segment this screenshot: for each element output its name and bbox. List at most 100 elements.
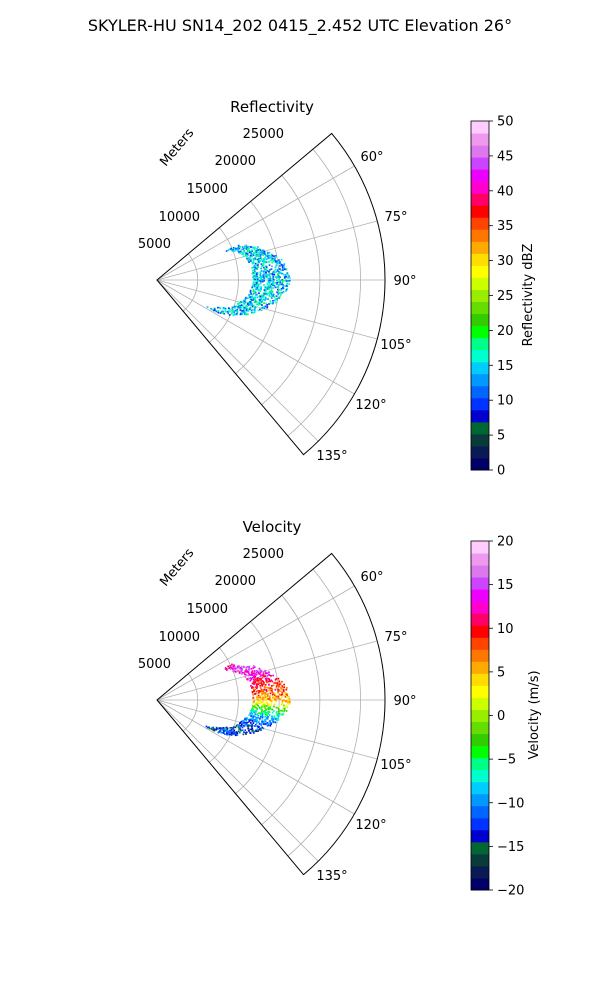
reflectivity-gate (266, 293, 269, 296)
velocity-gate (252, 701, 254, 704)
velocity-gate (241, 722, 243, 724)
velocity-gate (264, 705, 266, 707)
velocity-gate (230, 667, 232, 669)
reflectivity-gate (259, 249, 262, 252)
reflectivity-gate (287, 277, 289, 279)
velocity-gate (286, 706, 289, 709)
velocity-gate (224, 667, 227, 669)
reflectivity-gate (261, 279, 264, 281)
velocity-gate (238, 672, 241, 674)
reflectivity-gate (266, 258, 268, 261)
velocity-gate (273, 703, 276, 706)
reflectivity-gate (285, 290, 287, 292)
reflectivity-gate (271, 291, 274, 294)
reflectivity-gate (253, 247, 255, 250)
reflectivity-sector-outline (156, 132, 386, 456)
velocity-gate (281, 709, 283, 712)
reflectivity-gate (268, 288, 270, 290)
velocity-gate (285, 692, 287, 695)
velocity-grid-arc (261, 595, 321, 826)
velocity-gate (253, 666, 256, 668)
reflectivity-gate (279, 294, 282, 296)
velocity-gate (261, 697, 264, 699)
reflectivity-gate (269, 302, 272, 304)
velocity-gate (277, 719, 280, 721)
reflectivity-gate (206, 306, 209, 308)
reflectivity-gate (264, 267, 266, 270)
velocity-gate (262, 680, 264, 683)
velocity-gate (254, 725, 256, 727)
reflectivity-gate (253, 297, 256, 299)
reflectivity-gate (279, 261, 281, 263)
reflectivity-gate (263, 276, 265, 279)
reflectivity-gate (274, 269, 277, 271)
velocity-gate (264, 704, 267, 706)
velocity-gate (264, 675, 266, 677)
velocity-gate (241, 729, 244, 732)
velocity-gate (281, 699, 284, 702)
velocity-gate (224, 733, 226, 735)
reflectivity-gate (225, 310, 228, 313)
reflectivity-gate (267, 292, 269, 295)
velocity-colorbar-swatch (471, 553, 489, 566)
velocity-gate (252, 718, 254, 721)
reflectivity-gate (256, 264, 258, 267)
reflectivity-colorbar-swatch (471, 289, 489, 303)
reflectivity-gate (257, 249, 260, 251)
velocity-gate (235, 725, 238, 727)
reflectivity-colorbar-swatch (471, 337, 489, 351)
velocity-gate (289, 702, 291, 705)
velocity-gate (275, 712, 278, 714)
velocity-gate (277, 717, 279, 720)
reflectivity-gate (254, 278, 257, 281)
velocity-gate (263, 698, 266, 700)
velocity-gate (261, 685, 264, 687)
velocity-gate (270, 704, 273, 707)
velocity-gate (254, 688, 257, 691)
reflectivity-gate (250, 309, 253, 312)
reflectivity-gate (276, 270, 279, 272)
reflectivity-gate (265, 261, 268, 263)
velocity-gate (250, 728, 252, 731)
reflectivity-gate (276, 268, 279, 271)
reflectivity-rtick-5000: 5000 (138, 237, 171, 252)
velocity-gate (221, 729, 223, 731)
velocity-gate (265, 712, 268, 714)
velocity-gate (267, 679, 269, 682)
velocity-gate (251, 691, 254, 694)
velocity-gate (262, 673, 265, 675)
reflectivity-gate (268, 285, 271, 288)
reflectivity-gate (259, 295, 262, 298)
velocity-gate (229, 727, 232, 729)
velocity-gate (277, 697, 280, 700)
reflectivity-gate (274, 259, 276, 262)
velocity-gate (288, 703, 290, 705)
velocity-gate (267, 705, 270, 707)
reflectivity-gate (227, 310, 229, 313)
reflectivity-gate (245, 296, 247, 299)
reflectivity-gate (271, 290, 274, 293)
reflectivity-gate (262, 260, 265, 263)
velocity-gate (231, 663, 233, 666)
reflectivity-gate (255, 255, 258, 258)
reflectivity-gate (256, 285, 258, 287)
reflectivity-gate (243, 313, 246, 315)
reflectivity-gate (264, 285, 266, 288)
velocity-gate (260, 712, 263, 714)
reflectivity-gate (269, 256, 271, 259)
reflectivity-gate (282, 269, 284, 271)
reflectivity-gate (281, 264, 283, 266)
reflectivity-gate (247, 250, 249, 252)
reflectivity-gate (249, 302, 252, 305)
reflectivity-gate (266, 270, 269, 272)
velocity-colorbar-swatch (471, 601, 489, 614)
reflectivity-gate (236, 311, 239, 313)
velocity-gate (285, 693, 288, 696)
reflectivity-gate (269, 277, 271, 280)
reflectivity-gate (265, 276, 268, 279)
velocity-gate (269, 687, 271, 690)
reflectivity-gate (254, 292, 256, 295)
reflectivity-colorbar-tick-label: 30 (497, 254, 514, 269)
reflectivity-gate (275, 295, 278, 297)
velocity-gate (277, 684, 279, 686)
